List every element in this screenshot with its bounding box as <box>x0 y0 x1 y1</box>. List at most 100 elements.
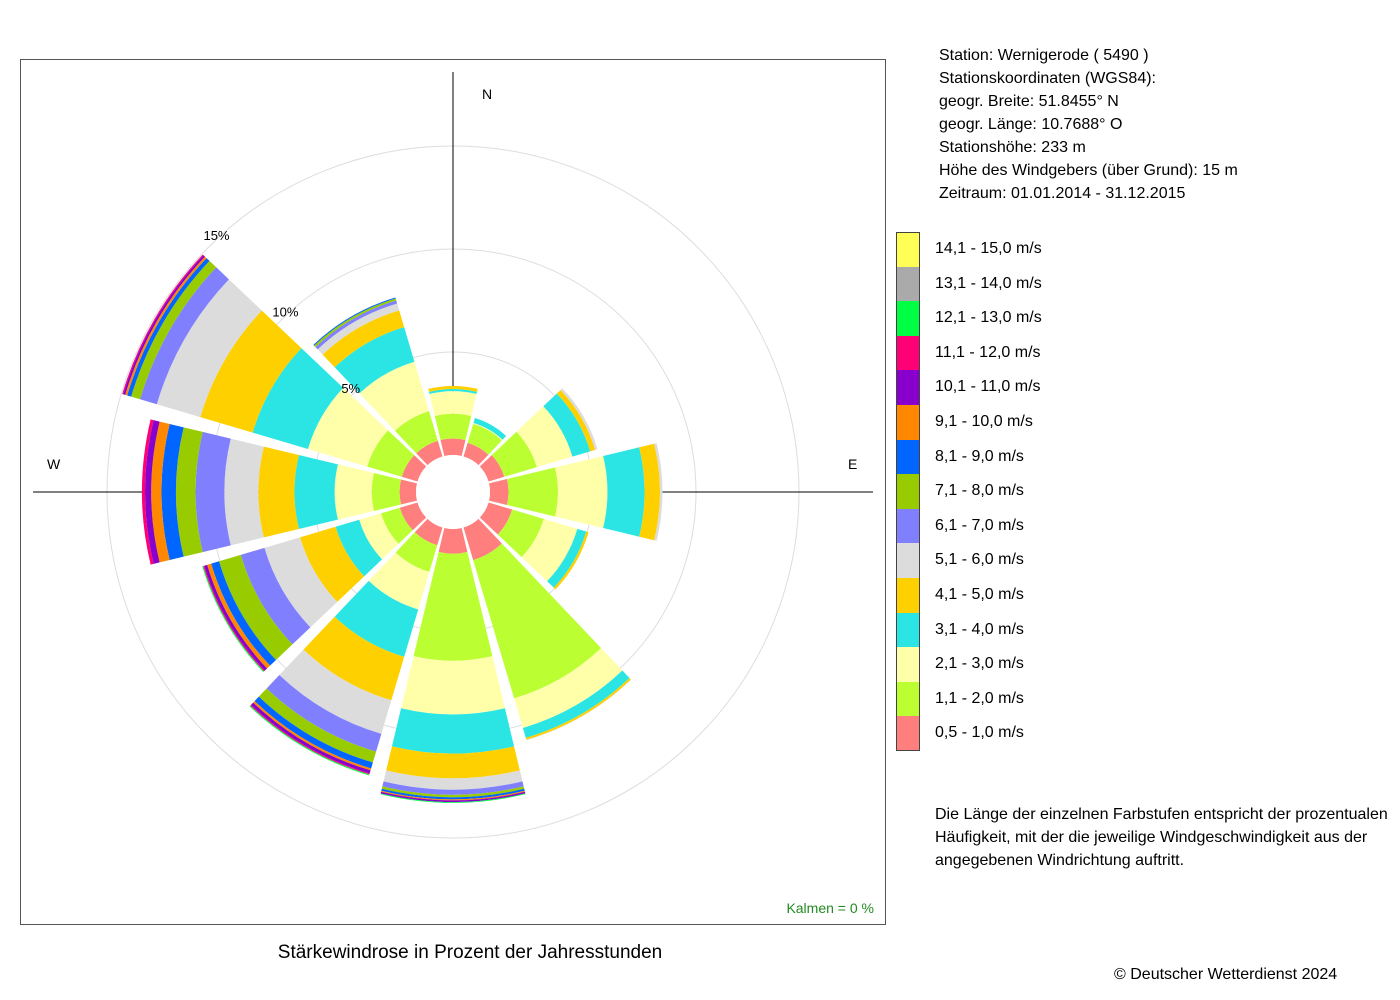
sector-segment <box>294 454 338 530</box>
sector-segment <box>303 616 405 701</box>
sector-segment <box>507 467 558 517</box>
sector-segment <box>522 670 630 738</box>
sector-segment <box>391 708 515 754</box>
sector-segment <box>553 531 589 590</box>
sector-segment <box>560 388 598 450</box>
sector-segment <box>156 279 262 418</box>
chart-title: Stärkewindrose in Prozent der Jahresstun… <box>277 942 663 963</box>
sector-segment <box>211 561 276 666</box>
sector-segment <box>547 528 587 588</box>
legend-swatch <box>896 612 920 648</box>
sector-segment <box>383 770 523 790</box>
sector-segment <box>258 446 299 538</box>
legend-swatch <box>896 232 920 267</box>
legend-label: 10,1 - 11,0 m/s <box>935 378 1041 396</box>
legend-label: 8,1 - 9,0 m/s <box>935 447 1024 465</box>
sector-segment <box>381 790 525 801</box>
sector-segment <box>386 746 520 779</box>
sector-segment <box>380 791 526 802</box>
sector-segment <box>368 552 430 610</box>
sector-segment <box>428 389 478 394</box>
sector-segment <box>335 519 383 577</box>
wind-sectors <box>122 254 663 803</box>
sector-segment <box>434 413 472 440</box>
sector-segment <box>473 422 503 441</box>
legend-swatch <box>896 577 920 613</box>
sector-segment <box>521 518 578 582</box>
sector-segment <box>240 547 311 645</box>
sector-segment <box>334 327 415 394</box>
sector-segment <box>514 648 623 728</box>
sector-segment <box>414 518 443 546</box>
legend-label: 12,1 - 13,0 m/s <box>935 309 1042 327</box>
station-longitude: geogr. Länge: 10.7688° O <box>939 116 1123 133</box>
sector-segment <box>359 513 399 560</box>
sector-segment <box>131 260 217 400</box>
sector-segment <box>639 443 660 541</box>
sector-segment <box>258 688 377 763</box>
sector-segment <box>467 423 502 455</box>
sector-segment <box>479 455 505 482</box>
sector-segment <box>317 303 400 355</box>
sector-segment <box>207 563 271 669</box>
station-coord-heading: Stationskoordinaten (WGS84): <box>939 70 1156 87</box>
plot-frame <box>20 59 886 925</box>
sector-segment <box>151 421 170 563</box>
sector-segment <box>428 385 478 392</box>
sector-segment <box>264 537 338 628</box>
station-latitude: geogr. Breite: 51.8455° N <box>939 93 1119 110</box>
sector-segment <box>266 674 382 752</box>
sector-segment <box>161 423 184 561</box>
legend-label: 4,1 - 5,0 m/s <box>935 585 1024 603</box>
legend-label: 1,1 - 2,0 m/s <box>935 689 1024 707</box>
sector-segment <box>382 781 524 795</box>
sector-segment <box>367 430 415 477</box>
sector-segment <box>401 656 505 715</box>
legend-label: 0,5 - 1,0 m/s <box>935 724 1024 742</box>
legend-labels: 14,1 - 15,0 m/s 13,1 - 14,0 m/s 12,1 - 13,… <box>935 232 1042 751</box>
sector-segment <box>315 300 398 350</box>
ring-labels: 5% 10% 15% <box>203 228 360 396</box>
sector-segment <box>176 427 203 557</box>
legend-swatch <box>896 681 920 717</box>
sector-segment <box>380 507 413 544</box>
sector-segment <box>399 502 427 531</box>
legend-swatch <box>896 335 920 371</box>
ring-label: 5% <box>341 381 360 396</box>
sector-segment <box>359 361 430 431</box>
sector-segment <box>219 554 293 660</box>
sector-segment <box>497 509 544 558</box>
copyright: © Deutscher Wetterdienst 2024 <box>1114 966 1338 983</box>
sector-segment <box>371 473 401 511</box>
sector-segment <box>516 406 573 468</box>
compass-label-north: N <box>482 86 492 102</box>
legend-label: 13,1 - 14,0 m/s <box>935 274 1042 292</box>
sector-segment <box>556 389 596 452</box>
calm-center <box>416 455 490 529</box>
station-info: Station: Wernigerode ( 5490 ) Stationsko… <box>939 44 1238 205</box>
sector-segment <box>401 455 427 482</box>
sector-segment <box>488 479 509 505</box>
legend-swatch <box>896 716 920 751</box>
sector-segment <box>381 788 525 800</box>
sector-segment <box>429 391 477 416</box>
sector-segment <box>279 649 392 734</box>
sector-segment <box>413 552 493 661</box>
sector-segment <box>142 419 154 565</box>
sector-segment <box>394 411 438 454</box>
sector-segment <box>395 532 438 572</box>
sector-segment <box>555 455 608 529</box>
compass-label-west: W <box>47 456 61 472</box>
legend-swatch <box>896 266 920 302</box>
sector-segment <box>127 258 210 397</box>
sector-segment <box>254 696 373 769</box>
sector-segment <box>473 543 602 699</box>
sector-segment <box>491 431 537 477</box>
station-elevation: Stationshöhe: 233 m <box>939 139 1086 156</box>
legend-swatch <box>896 439 920 475</box>
legend-swatch <box>896 474 920 509</box>
sector-segment <box>322 310 405 368</box>
legend-swatch <box>896 543 920 578</box>
legend-label: 11,1 - 12,0 m/s <box>935 343 1041 361</box>
